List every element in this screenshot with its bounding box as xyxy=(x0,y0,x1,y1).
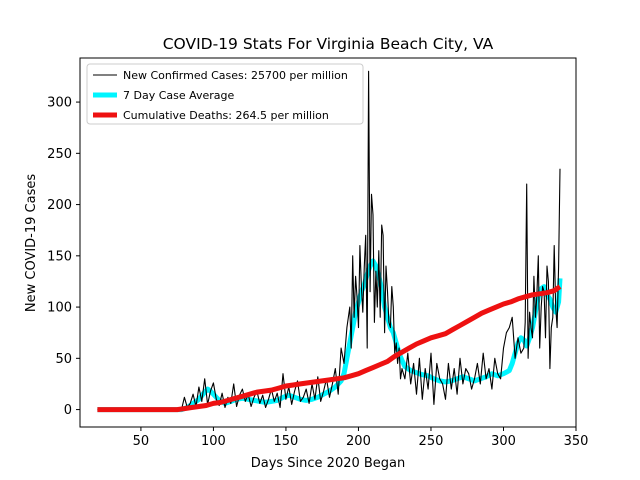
x-tick-label: 200 xyxy=(346,434,371,449)
y-tick-label: 50 xyxy=(55,352,72,367)
chart-title: COVID-19 Stats For Virginia Beach City, … xyxy=(163,35,494,53)
y-tick-label: 200 xyxy=(47,198,72,213)
axes: 50 100 150 200 250 300 350 0 50 100 150 200 250 300 xyxy=(47,57,589,449)
x-tick-label: 100 xyxy=(201,434,226,449)
series-line-0 xyxy=(97,70,561,411)
y-tick-label: 250 xyxy=(47,147,72,162)
legend-entry-1: 7 Day Case Average xyxy=(123,89,235,102)
x-tick-label: 300 xyxy=(491,434,516,449)
x-tick-label: 350 xyxy=(564,434,589,449)
x-tick-label: 150 xyxy=(274,434,299,449)
legend-entry-2: Cumulative Deaths: 264.5 per million xyxy=(123,109,329,122)
legend-entry-0: New Confirmed Cases: 25700 per million xyxy=(123,69,348,82)
y-tick-label: 300 xyxy=(47,96,72,111)
x-tick-label: 250 xyxy=(419,434,444,449)
series-lines xyxy=(97,70,563,413)
y-axis-label: New COVID-19 Cases xyxy=(24,174,39,312)
legend: New Confirmed Cases: 25700 per million 7 … xyxy=(86,63,364,125)
x-tick-label: 50 xyxy=(133,434,150,449)
y-tick-label: 0 xyxy=(64,403,72,418)
x-axis-label: Days Since 2020 Began xyxy=(251,456,406,471)
y-tick-label: 100 xyxy=(47,301,72,316)
legend-box xyxy=(86,63,364,125)
series-line-2 xyxy=(97,284,562,413)
y-tick-label: 150 xyxy=(47,249,72,264)
axes-frame xyxy=(79,57,577,428)
plot-area xyxy=(97,70,563,413)
